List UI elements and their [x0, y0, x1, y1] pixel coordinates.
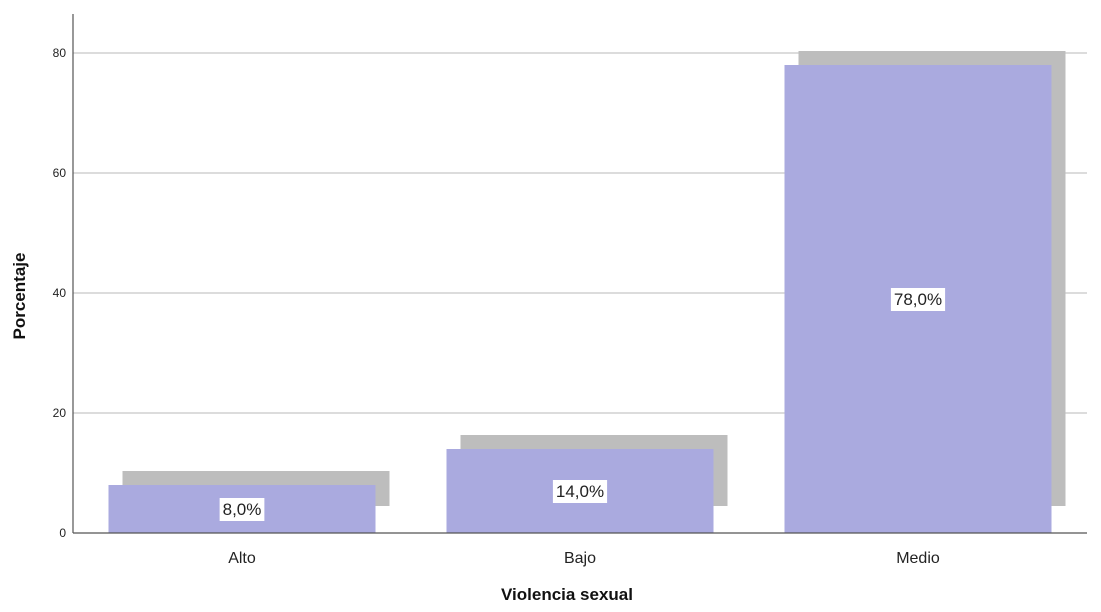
- y-tick-label: 0: [59, 526, 66, 540]
- data-label-box: [890, 288, 946, 311]
- data-label-box: [219, 498, 265, 521]
- x-tick-label: Bajo: [564, 550, 596, 567]
- data-labels: 8,0% 14,0% 78,0%: [219, 288, 946, 521]
- x-axis-title: Violencia sexual: [501, 585, 633, 604]
- x-tick-label: Alto: [228, 550, 256, 567]
- y-axis-title: Porcentaje: [10, 253, 29, 340]
- y-tick-label: 20: [53, 406, 67, 420]
- data-label: 8,0%: [223, 500, 262, 519]
- y-tick-label: 80: [53, 46, 67, 60]
- y-tick-labels: 0 20 40 60 80: [53, 46, 67, 540]
- data-label: 14,0%: [556, 482, 604, 501]
- axes: [72, 14, 1087, 534]
- y-tick-label: 40: [53, 286, 67, 300]
- data-label-group: 14,0%: [552, 480, 608, 503]
- y-tick-label: 60: [53, 166, 67, 180]
- x-tick-labels: Alto Bajo Medio: [228, 550, 940, 567]
- data-label: 78,0%: [894, 290, 942, 309]
- data-label-group: 8,0%: [219, 498, 265, 521]
- x-tick-label: Medio: [896, 550, 940, 567]
- data-label-box: [552, 480, 608, 503]
- data-label-group: 78,0%: [890, 288, 946, 311]
